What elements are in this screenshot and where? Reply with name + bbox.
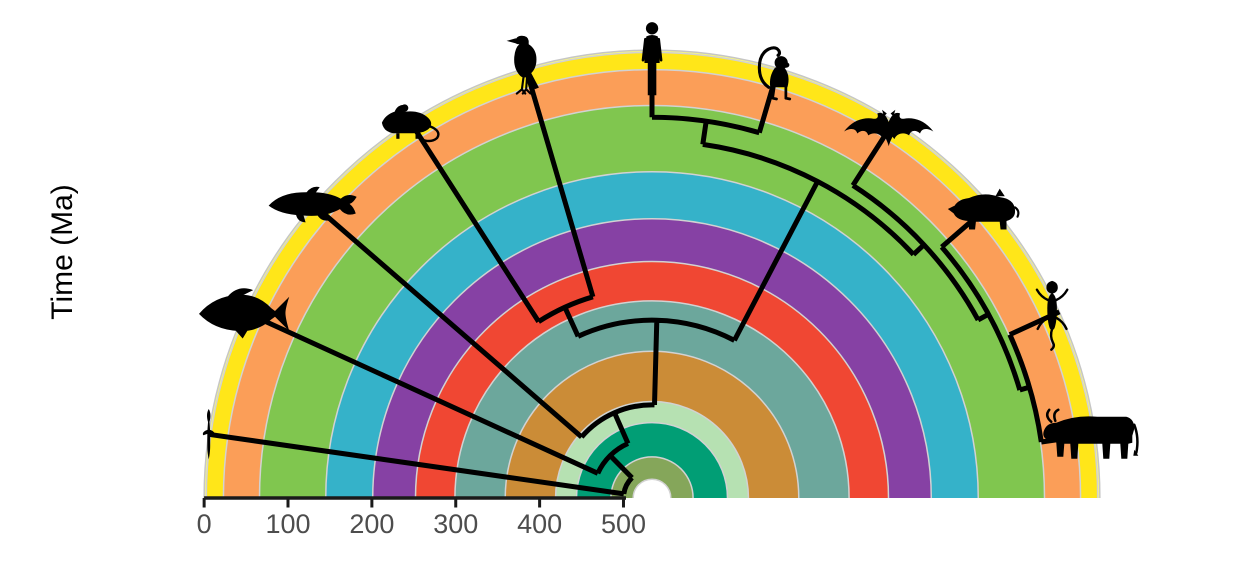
period-band-cambrian — [610, 456, 694, 498]
axis-tick-label: 0 — [197, 509, 212, 539]
gecko-icon — [1035, 280, 1069, 351]
bird-icon — [506, 35, 539, 95]
ring-separator — [454, 300, 850, 499]
tip-icons-layer — [199, 22, 1139, 460]
boar-icon — [947, 188, 1020, 230]
period-band-ordovician — [576, 422, 728, 498]
axis-tick-label: 300 — [433, 509, 478, 539]
period-band-jurassic — [325, 171, 979, 498]
ring-separator — [554, 400, 750, 499]
period-band-silurian — [555, 401, 749, 498]
ring-separator — [414, 260, 890, 499]
monkey-icon — [757, 46, 792, 101]
tree-branches — [208, 50, 1096, 497]
tree-layer — [208, 50, 1096, 497]
y-axis-title: Time (Ma) — [46, 184, 79, 320]
axis-tick-label: 200 — [349, 509, 394, 539]
period-band-carboniferous — [454, 300, 850, 498]
period-band-devonian — [505, 351, 799, 498]
ring-separator — [504, 350, 800, 499]
cow-icon — [1043, 408, 1139, 459]
coelacanth-icon — [268, 186, 357, 223]
axis-tick-label: 100 — [265, 509, 310, 539]
period-rings — [204, 50, 1100, 499]
ring-separator — [371, 217, 933, 499]
human-icon — [641, 22, 663, 96]
axis-tick-label: 400 — [517, 509, 562, 539]
ring-separator — [632, 478, 672, 499]
ring-separator — [324, 171, 980, 499]
period-band-cretaceous — [259, 105, 1045, 499]
time-axis: 0 100 200 300 400 500 — [197, 496, 646, 539]
fish-icon — [199, 288, 290, 339]
period-band-permian — [415, 261, 889, 498]
rat-icon — [381, 104, 440, 143]
ring-separator — [610, 456, 694, 499]
lamprey-icon — [202, 409, 215, 460]
axis-tick-label: 500 — [601, 509, 646, 539]
period-band-triassic — [372, 218, 932, 499]
